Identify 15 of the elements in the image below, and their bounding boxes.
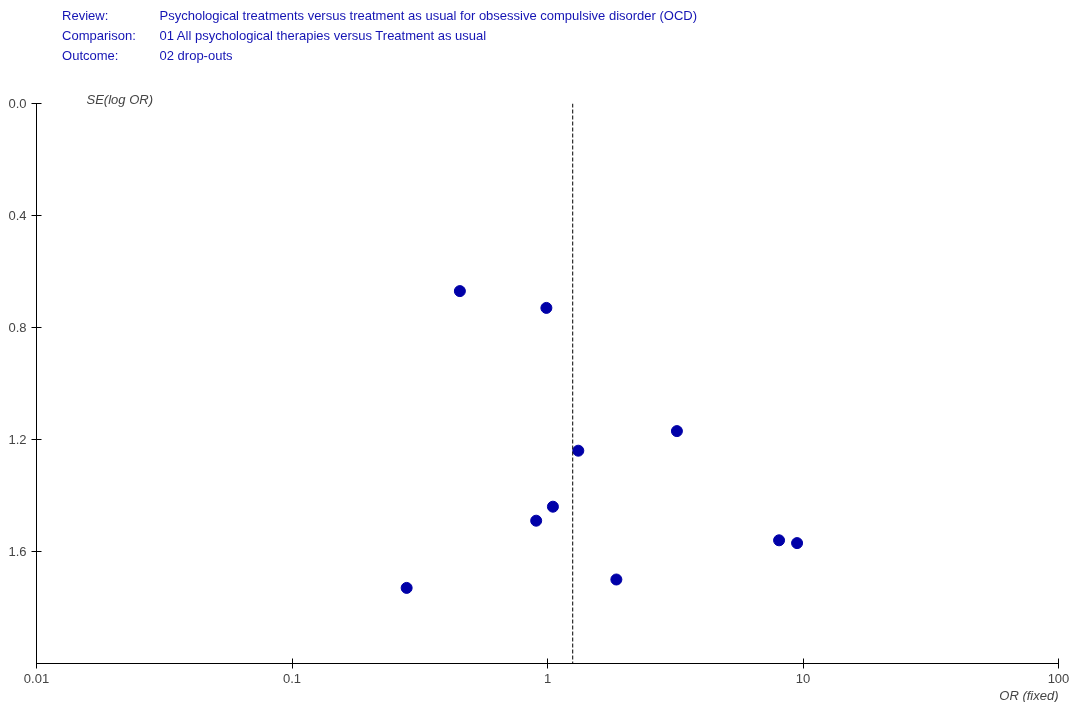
text: Outcome: 02 drop-outs [62, 47, 233, 63]
y-tick-label: 0.4 [8, 208, 27, 223]
text: Review: Psychological treatments versus treatment as usual for obsessive compulsive disorder (OCD) [62, 7, 698, 23]
x-axis-title: OR (fixed) [999, 687, 1059, 703]
x-tick-label: 1 [543, 670, 552, 686]
x-tick-label: 10 [795, 670, 811, 686]
y-tick-label: 0.0 [8, 96, 27, 111]
x-tick-label: 0.01 [23, 670, 50, 686]
y-tick-label: 1.6 [8, 544, 27, 559]
y-tick-label: 0.8 [8, 320, 27, 335]
y-tick-label: 1.2 [8, 432, 27, 447]
x-tick-label: 100 [1047, 670, 1070, 686]
text: Comparison: 01 All psychological therapies versus Treatment as usual [62, 27, 487, 43]
y-axis-title: SE(log OR) [86, 91, 153, 107]
x-tick-label: 0.1 [282, 670, 302, 686]
